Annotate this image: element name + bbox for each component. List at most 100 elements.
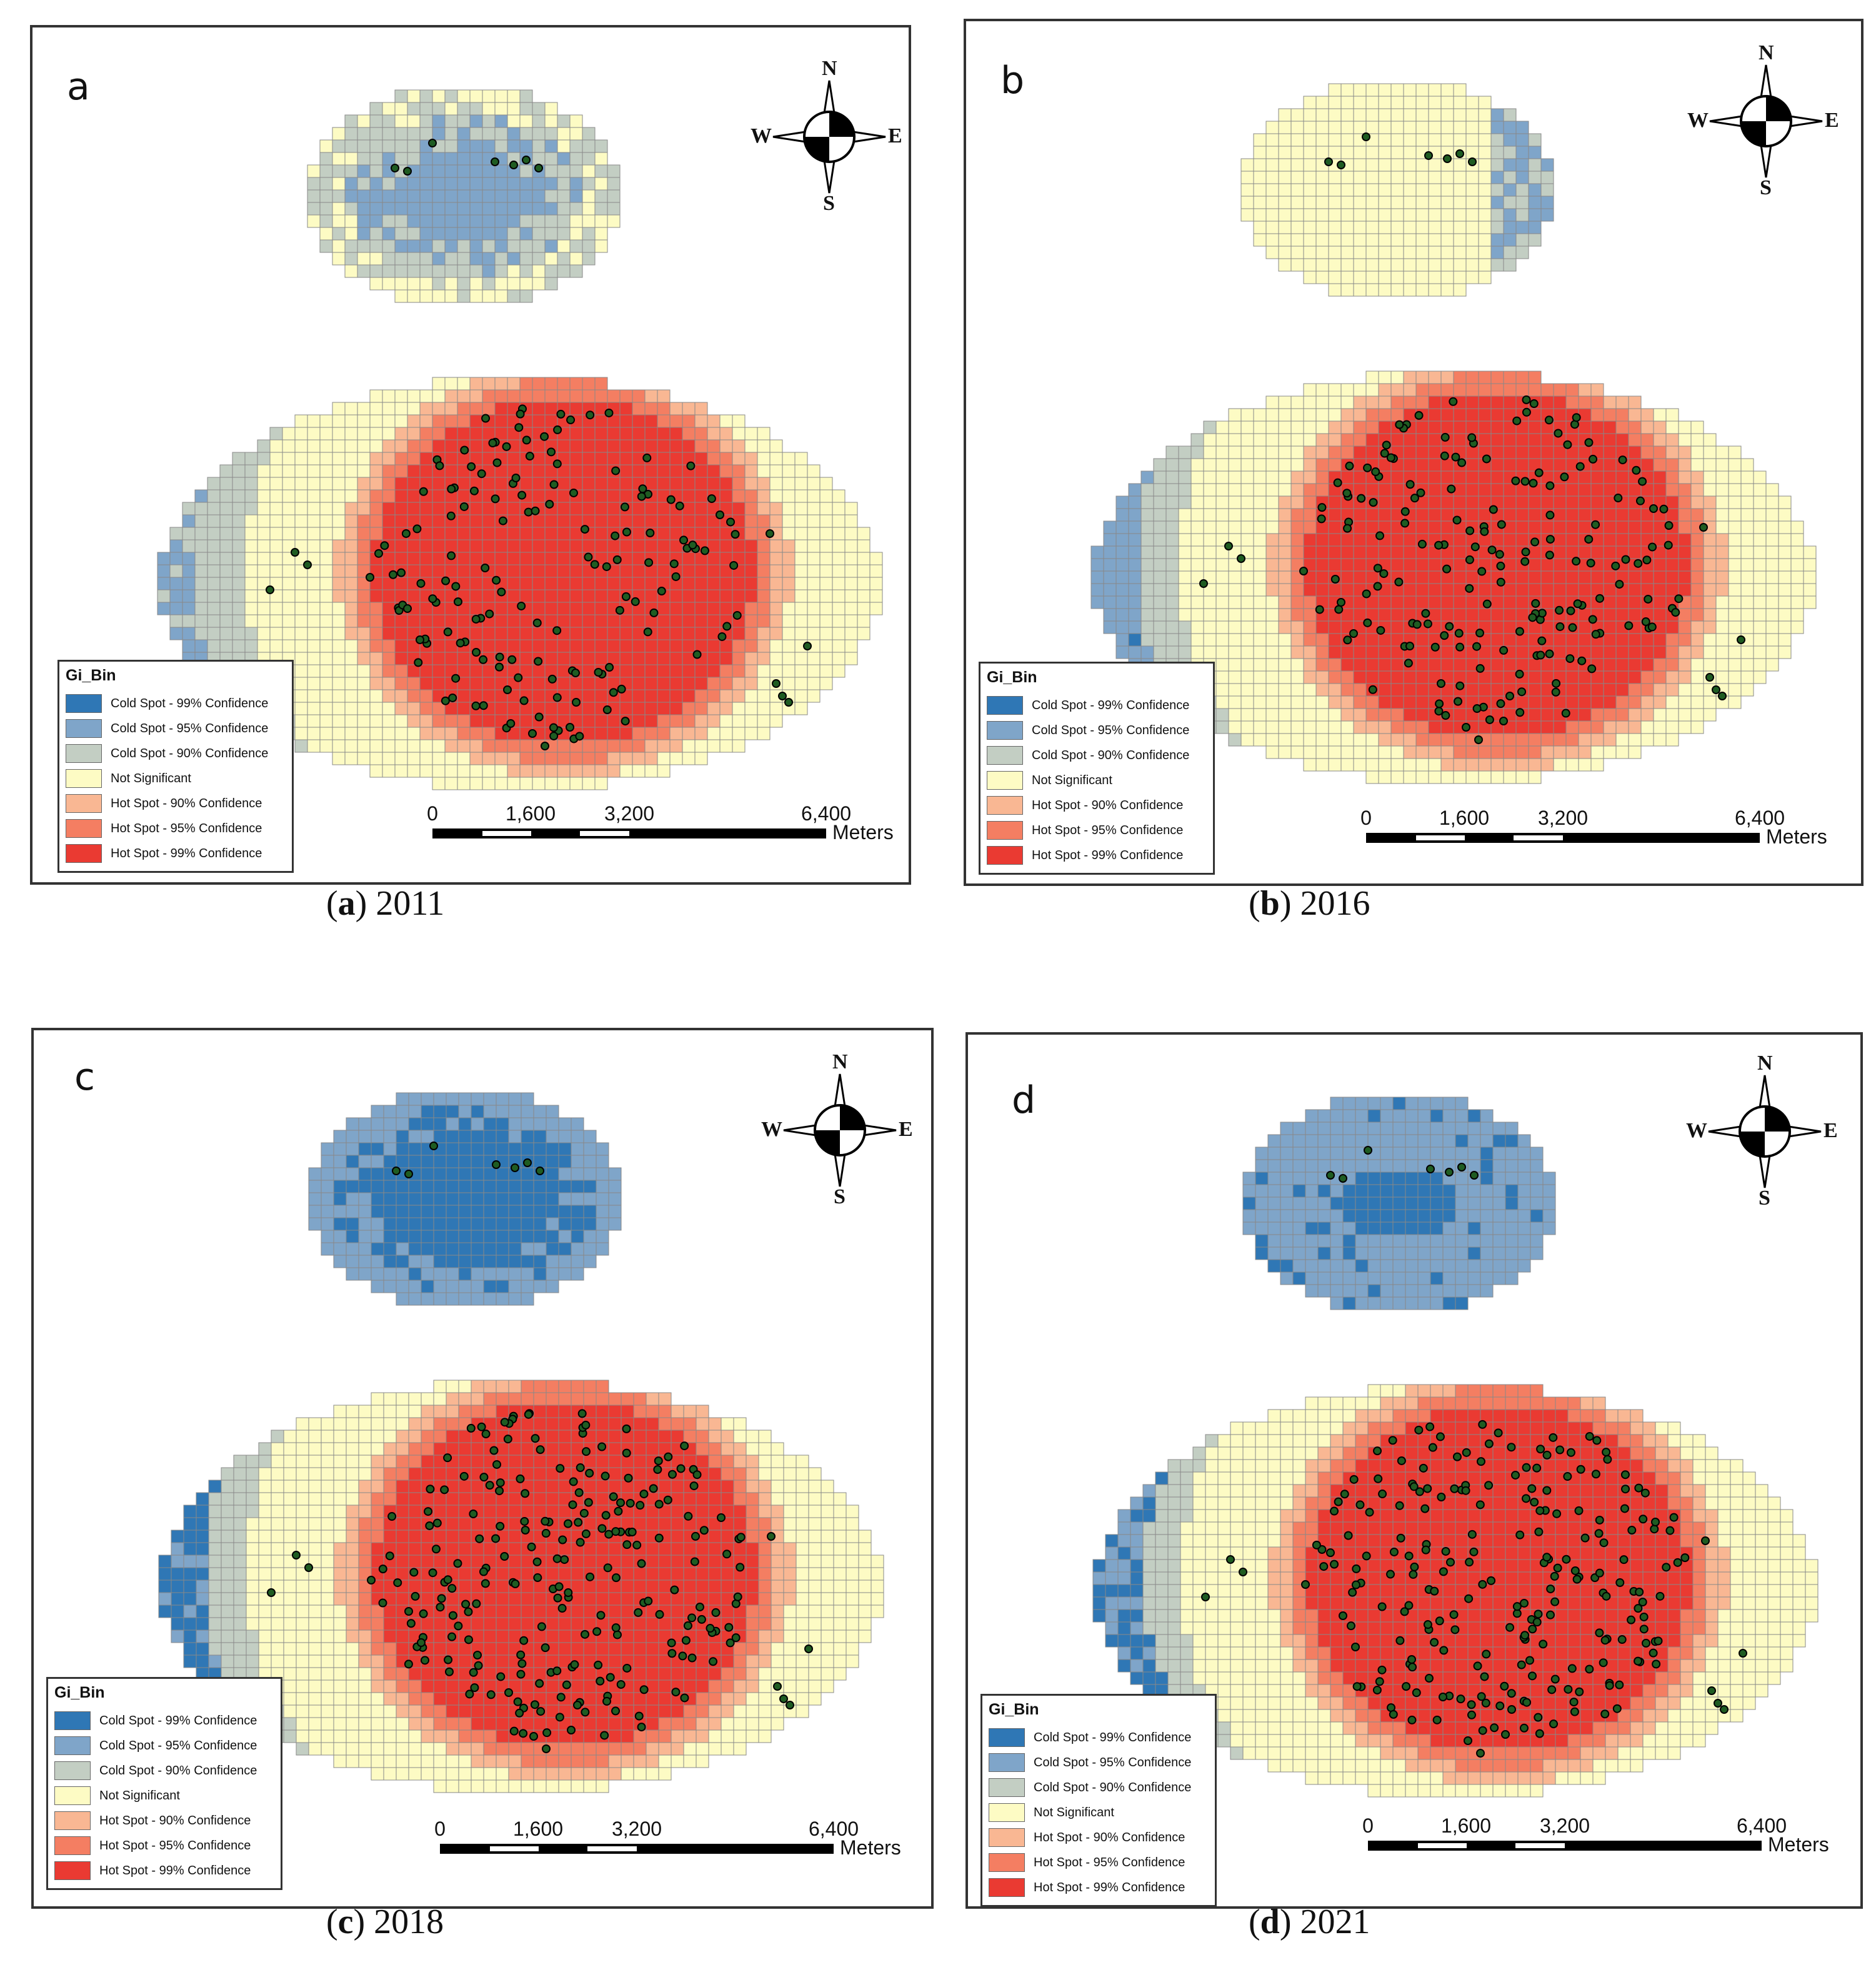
grid-cell (257, 552, 271, 565)
grid-cell (1465, 458, 1479, 472)
grid-cell (694, 714, 708, 728)
grid-cell (644, 402, 658, 415)
grid-cell (494, 202, 508, 216)
grid-cell (369, 489, 383, 503)
grid-cell (482, 252, 496, 266)
grid-cell (1290, 108, 1304, 122)
grid-cell (357, 252, 371, 266)
grid-cell (1278, 233, 1292, 247)
grid-cell (1228, 733, 1242, 747)
grid-cell (482, 277, 496, 291)
grid-cell (657, 714, 671, 728)
grid-cell (332, 252, 346, 266)
scale-tick-label: 0 (1360, 807, 1372, 829)
grid-cell (1703, 470, 1717, 484)
grid-cell (1515, 133, 1529, 147)
grid-cell (1490, 258, 1504, 272)
grid-cell (1640, 683, 1654, 697)
grid-cell (644, 664, 658, 678)
grid-cell (1290, 121, 1304, 134)
grid-cell (396, 1267, 409, 1281)
grid-cell (732, 689, 746, 703)
grid-cell (1240, 508, 1254, 522)
grid-cell (319, 514, 333, 528)
grid-cell (1465, 271, 1479, 284)
grid-cell (469, 189, 483, 203)
grid-cell (444, 652, 458, 665)
grid-cell (1315, 658, 1329, 672)
grid-cell (1440, 183, 1454, 197)
grid-cell (807, 539, 821, 553)
grid-cell (394, 702, 408, 715)
grid-cell (1415, 433, 1429, 447)
grid-cell (321, 1530, 334, 1543)
legend-item: Not Significant (66, 766, 286, 791)
grid-cell (369, 527, 383, 540)
grid-cell (394, 427, 408, 440)
grid-cell (532, 564, 546, 578)
grid-cell (1315, 695, 1329, 709)
grid-cell (1503, 396, 1517, 409)
grid-cell (1590, 570, 1604, 584)
grid-cell (607, 164, 621, 178)
grid-cell (857, 539, 871, 553)
grid-cell (157, 589, 171, 603)
grid-cell (1640, 433, 1654, 447)
grid-cell (594, 464, 608, 478)
grid-cell (1378, 708, 1392, 722)
grid-cell (219, 577, 233, 590)
grid-cell (696, 1430, 709, 1443)
grid-cell (1690, 620, 1704, 634)
grid-cell (1290, 620, 1304, 634)
grid-cell (1528, 758, 1542, 772)
grid-cell (1253, 495, 1267, 509)
grid-cell (1565, 545, 1579, 559)
grid-cell (1378, 633, 1392, 647)
grid-cell (1440, 371, 1454, 384)
grid-cell (1340, 683, 1354, 697)
grid-cell (383, 1405, 397, 1418)
grid-cell (558, 1392, 572, 1406)
grid-cell (658, 1480, 672, 1493)
grid-cell (244, 464, 258, 478)
scale-segment (1514, 835, 1563, 840)
grid-cell (657, 739, 671, 753)
grid-cell (533, 1180, 547, 1193)
grid-cell (507, 527, 521, 540)
grid-cell (708, 1442, 722, 1456)
grid-cell (758, 1517, 772, 1531)
grid-cell (444, 89, 458, 103)
grid-cell (1628, 708, 1642, 722)
grid-cell (494, 114, 508, 128)
grid-cell (671, 1417, 684, 1431)
grid-cell (457, 527, 471, 540)
event-point (679, 535, 689, 545)
grid-cell (558, 1230, 572, 1243)
grid-cell (294, 627, 308, 640)
grid-cell (507, 139, 521, 153)
grid-cell (1578, 645, 1592, 659)
grid-cell (319, 739, 333, 753)
grid-cell (1478, 745, 1492, 759)
grid-cell (1165, 608, 1179, 622)
event-point (303, 560, 312, 569)
event-point (1474, 735, 1483, 744)
grid-cell (1465, 208, 1479, 222)
grid-cell (369, 414, 383, 428)
grid-cell (332, 189, 346, 203)
grid-cell (382, 227, 396, 241)
grid-cell (1440, 770, 1454, 784)
grid-cell (1228, 620, 1242, 634)
grid-cell (1478, 608, 1492, 622)
event-point (479, 655, 488, 664)
grid-cell (1290, 658, 1304, 672)
grid-cell (1740, 533, 1754, 547)
grid-cell (1365, 258, 1379, 272)
legend-box: Gi_Bin Cold Spot - 99% Confidence Cold Spo… (57, 660, 294, 873)
event-point (1373, 582, 1382, 591)
grid-cell (1690, 670, 1704, 684)
grid-cell (382, 214, 396, 228)
grid-cell (408, 1242, 422, 1256)
grid-cell (719, 577, 733, 590)
grid-cell (1728, 483, 1742, 497)
